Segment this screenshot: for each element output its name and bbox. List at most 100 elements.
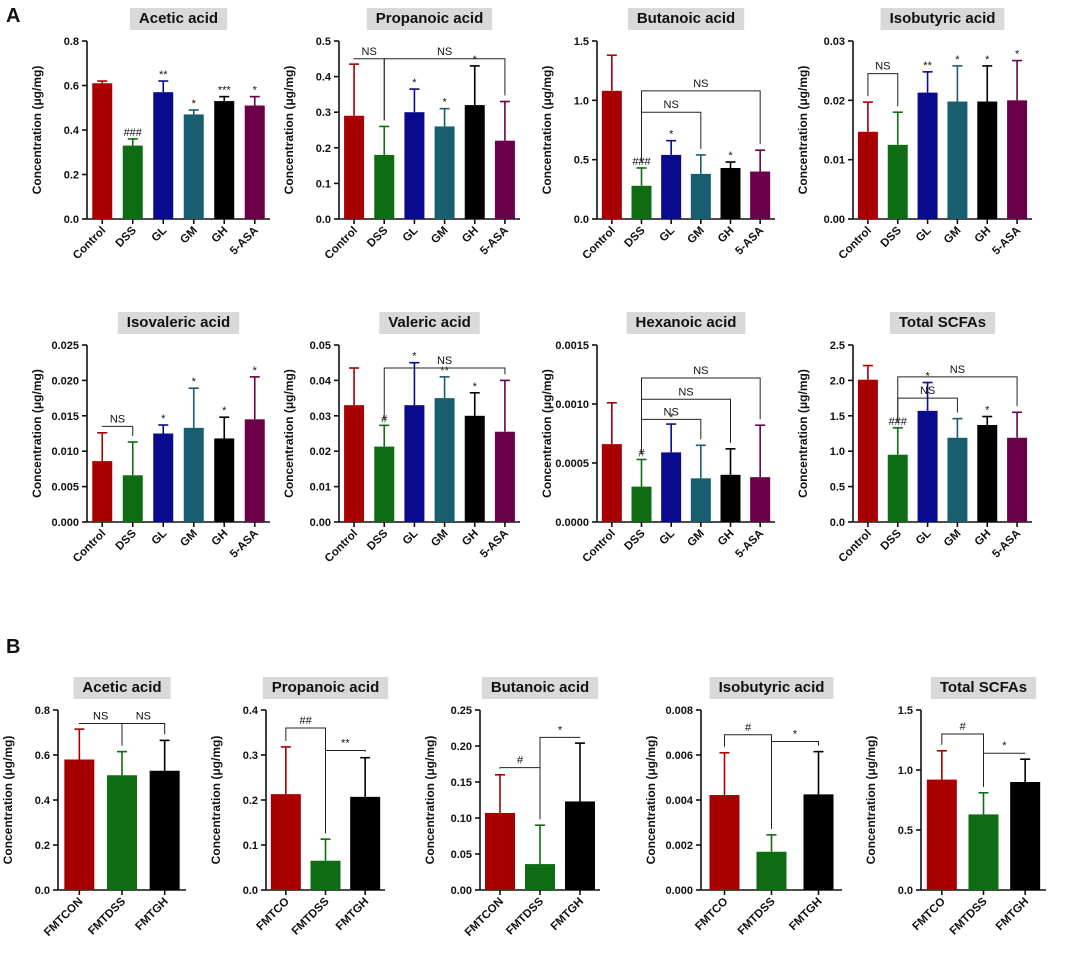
chart-a-acetic-acid: Acetic acid Concentration (μg/mg) 0.0 0.2 0.…	[30, 8, 270, 262]
comparison-bracket	[383, 58, 506, 121]
bracket-label: #	[745, 722, 752, 734]
significance-label: **	[159, 69, 168, 81]
bar-gm	[947, 437, 968, 522]
bracket-label: #	[960, 721, 967, 733]
comparison-bracket	[867, 73, 899, 107]
chart-title: Valeric acid	[388, 314, 471, 331]
y-tick-label: 0.0	[898, 885, 913, 897]
x-tick-label: DSS	[114, 527, 139, 552]
chart-b-propanoic-acid: Propanoic acid Concentration (μg/mg) 0.0 0.…	[209, 677, 389, 938]
y-tick-label: 0.01	[824, 155, 845, 167]
bracket-label: NS	[437, 355, 452, 367]
x-tick-label: Control	[581, 528, 618, 565]
y-tick-label: 0.02	[824, 95, 845, 107]
chart-a-valeric-acid: Valeric acid Concentration (μg/mg) 0.00 0.0…	[282, 312, 520, 565]
bar-fmtgh	[1010, 782, 1041, 890]
y-tick-label: 1.5	[898, 705, 913, 717]
chart-title: Acetic acid	[82, 679, 161, 696]
bracket-label: NS	[437, 46, 452, 58]
x-tick-label: Control	[837, 225, 874, 262]
y-tick-label: 1.0	[574, 95, 589, 107]
chart-title: Isobutyric acid	[890, 10, 996, 27]
bar-gh	[720, 474, 741, 522]
x-tick-label: GH	[460, 528, 481, 549]
comparison-bracket	[353, 58, 385, 121]
y-tick-label: 0.0	[243, 885, 258, 897]
bar-5-asa	[750, 171, 771, 219]
x-tick-label: FMTGH	[549, 896, 586, 933]
x-tick-label: GM	[429, 528, 451, 550]
x-tick-label: 5-ASA	[228, 528, 261, 561]
x-tick-label: FMTCO	[255, 896, 292, 933]
bar-control	[92, 83, 113, 220]
bracket-label: NS	[693, 365, 708, 377]
bar-dss	[631, 486, 652, 522]
x-tick-label: DSS	[365, 527, 390, 552]
x-tick-label: GH	[973, 528, 994, 549]
bar-gm	[434, 126, 455, 219]
bar-control	[857, 379, 878, 522]
x-tick-label: DSS	[622, 527, 647, 552]
x-tick-label: GL	[914, 225, 934, 245]
bar-gl	[404, 112, 425, 219]
bracket-label: NS	[136, 711, 151, 723]
bar-gh	[720, 167, 741, 219]
significance-label: ***	[218, 85, 232, 97]
y-tick-label: 0.006	[665, 750, 693, 762]
significance-label: *	[473, 54, 478, 66]
x-tick-label: GM	[178, 528, 200, 550]
y-tick-label: 0.00	[310, 517, 331, 529]
chart-a-isovaleric-acid: Isovaleric acid Concentration (μg/mg) 0.00…	[30, 312, 270, 565]
chart-title-background	[627, 8, 745, 30]
comparison-bracket	[499, 767, 541, 820]
x-tick-label: 5-ASA	[733, 225, 766, 258]
y-tick-label: 0.6	[35, 750, 50, 762]
bar-5-asa	[750, 477, 771, 522]
x-tick-label: GM	[942, 528, 964, 550]
y-axis-label: Concentration (μg/mg)	[796, 66, 810, 195]
bar-control	[344, 115, 365, 219]
y-tick-label: 1.5	[830, 411, 845, 423]
bar-5-asa	[244, 105, 265, 219]
y-tick-label: 0.10	[451, 813, 472, 825]
y-tick-label: 0.3	[243, 750, 258, 762]
significance-label: *	[669, 129, 674, 141]
significance-label: *	[253, 85, 258, 97]
x-tick-label: GH	[716, 225, 737, 246]
y-tick-label: 0.2	[243, 795, 258, 807]
chart-title: Butanoic acid	[491, 679, 589, 696]
x-tick-label: FMTCO	[693, 896, 730, 933]
bar-fmtdss	[756, 851, 787, 890]
significance-label: *	[442, 97, 447, 109]
chart-title: Butanoic acid	[637, 10, 735, 27]
bar-gh	[214, 438, 235, 522]
panel-label-a: A	[6, 5, 20, 27]
y-tick-label: 0.04	[310, 375, 332, 387]
bar-dss	[374, 154, 395, 219]
x-tick-label: GM	[178, 225, 200, 247]
chart-title-background	[880, 8, 1005, 30]
bar-fmtco	[926, 779, 957, 890]
bar-control	[92, 461, 113, 522]
bar-gm	[690, 173, 711, 219]
x-tick-label: DSS	[879, 527, 904, 552]
x-tick-label: 5-ASA	[478, 528, 511, 561]
y-tick-label: 0.25	[451, 705, 472, 717]
chart-title-background	[73, 677, 171, 699]
x-tick-label: GH	[460, 225, 481, 246]
y-tick-label: 0.0015	[555, 340, 589, 352]
bar-fmtgh	[350, 796, 381, 890]
y-tick-label: 0.0	[316, 214, 331, 226]
y-axis-label: Concentration (μg/mg)	[540, 66, 554, 195]
y-tick-label: 0.0	[574, 214, 589, 226]
comparison-bracket	[983, 752, 1026, 787]
x-tick-label: GM	[942, 225, 964, 247]
comparison-bracket	[121, 723, 166, 746]
chart-title-background	[366, 8, 493, 30]
x-tick-label: GM	[429, 225, 451, 247]
x-tick-label: Control	[71, 225, 108, 262]
chart-title: Hexanoic acid	[636, 314, 737, 331]
x-tick-label: DSS	[622, 224, 647, 249]
x-tick-label: GL	[658, 528, 678, 548]
